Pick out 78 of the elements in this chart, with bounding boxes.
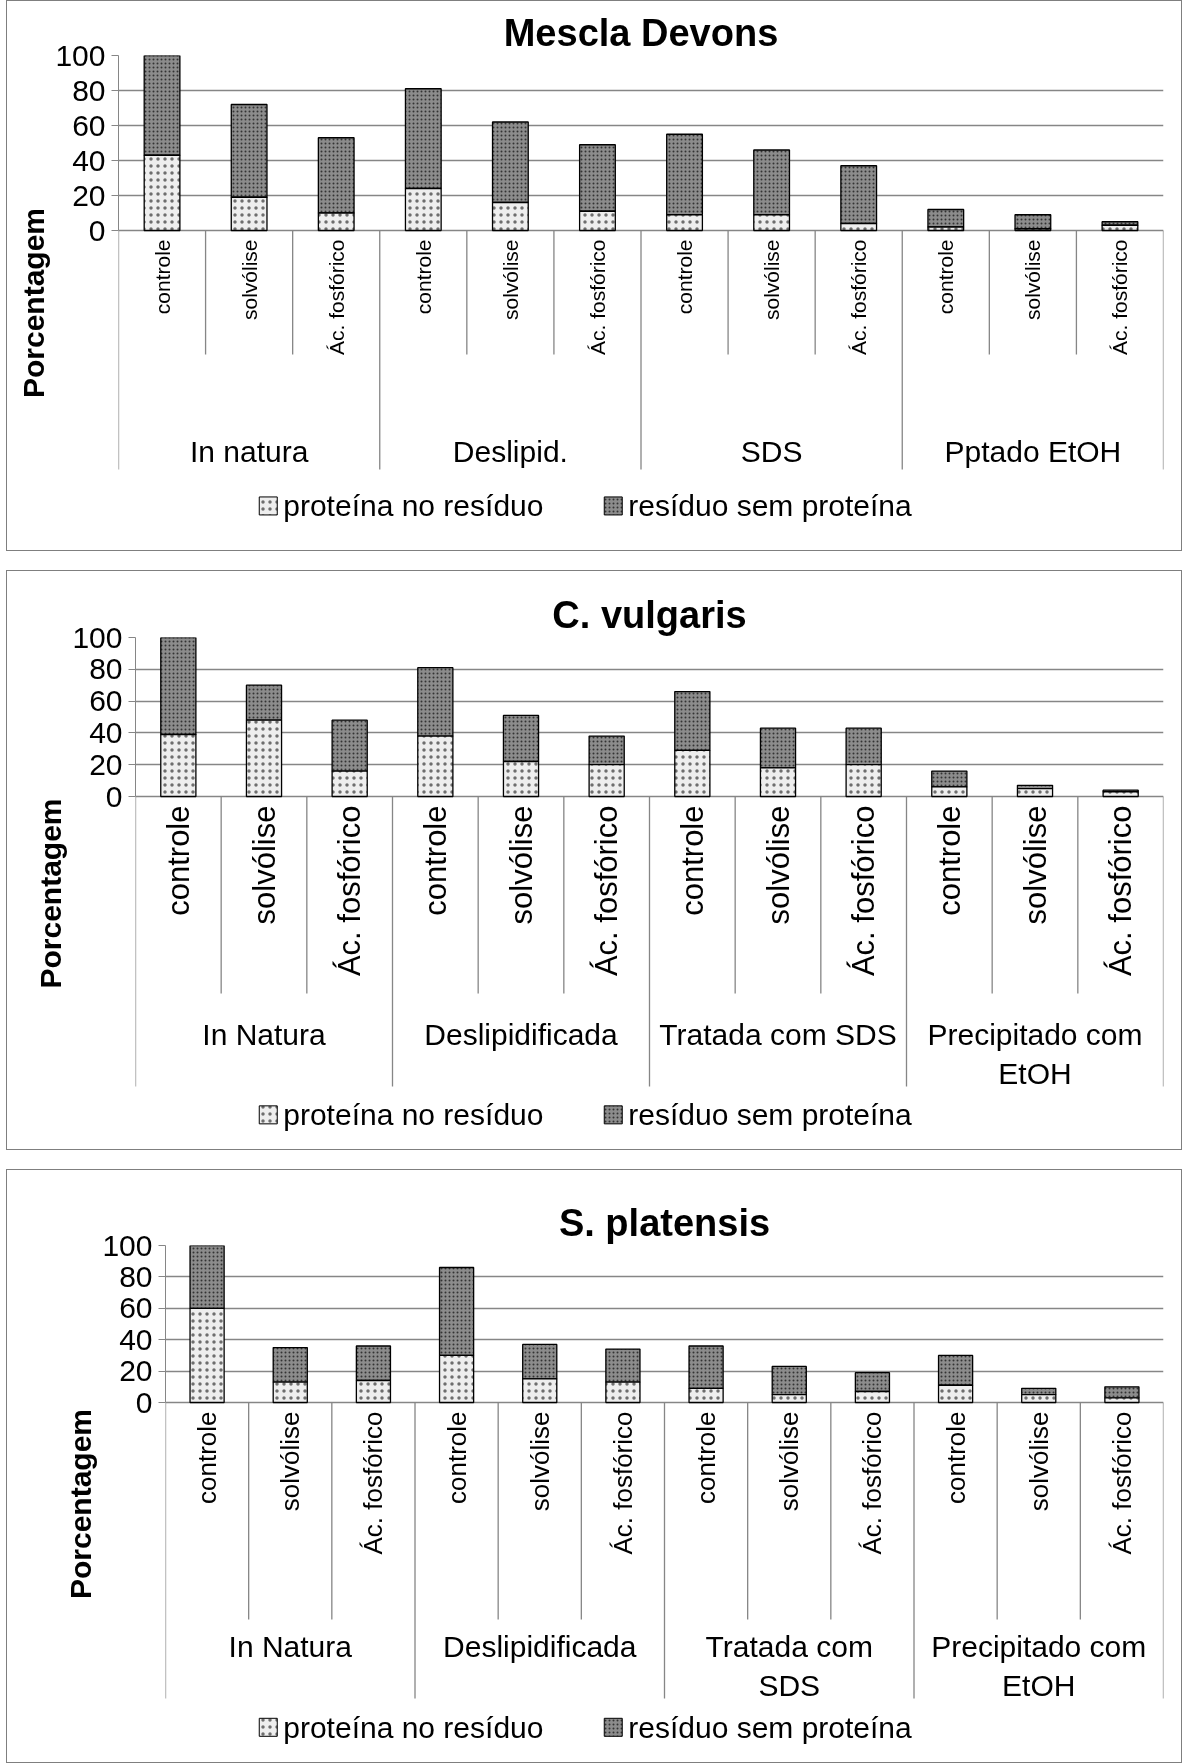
- x-tick-label: Ác. fosfórico: [857, 1411, 888, 1555]
- y-tick-label: 80: [72, 73, 106, 107]
- text: Precipitado com EtOH: [931, 1629, 1147, 1703]
- y-axis-title: Porcentagem: [16, 207, 50, 399]
- y-tick-label: 80: [89, 652, 123, 686]
- x-tick-label: controle: [417, 805, 453, 916]
- chart-title: Mescla Devons: [503, 11, 779, 54]
- y-tick-label: 100: [102, 1228, 153, 1262]
- text: SDS: [740, 434, 803, 468]
- x-tick-label: Ác. fosfórico: [607, 1411, 638, 1555]
- text: In natura: [189, 434, 309, 468]
- y-tick-label: 100: [55, 38, 106, 72]
- y-tick-label: 20: [72, 178, 106, 212]
- x-tick-label: controle: [691, 1411, 722, 1504]
- x-tick-label: solvólise: [774, 1411, 805, 1512]
- x-tick-label: solvólise: [503, 805, 539, 925]
- y-tick-label: 40: [119, 1322, 153, 1356]
- x-tick-label: Ác. fosfórico: [1108, 239, 1132, 356]
- x-tick-label: Ác. fosfórico: [1103, 805, 1139, 977]
- x-tick-label: Ác. fosfórico: [332, 805, 368, 977]
- y-tick-label: 20: [119, 1354, 153, 1388]
- x-tick-label: controle: [150, 239, 174, 315]
- x-tick-label: Ác. fosfórico: [847, 239, 871, 356]
- x-tick-label: controle: [940, 1411, 971, 1504]
- x-tick-label: Ác. fosfórico: [324, 239, 348, 356]
- y-tick-label: 0: [88, 213, 106, 247]
- y-tick-label: 40: [89, 715, 123, 749]
- x-tick-label: solvólise: [1023, 1411, 1054, 1512]
- y-tick-label: 60: [72, 108, 106, 142]
- chart-title: S. platensis: [558, 1201, 771, 1244]
- text: Deslipid.: [452, 434, 568, 468]
- legend-label: resíduo sem proteína: [628, 1710, 913, 1744]
- y-tick-label: 60: [89, 684, 123, 718]
- y-tick-label: 0: [105, 779, 123, 813]
- legend-label: proteína no resíduo: [283, 1098, 544, 1132]
- y-tick-label: 100: [72, 620, 123, 654]
- y-axis-title: Porcentagem: [33, 798, 67, 989]
- x-tick-label: solvólise: [498, 239, 522, 321]
- y-tick-label: 40: [72, 143, 106, 177]
- y-axis-title: Porcentagem: [63, 1408, 97, 1600]
- x-tick-label: controle: [673, 239, 697, 315]
- x-tick-label: controle: [192, 1411, 223, 1504]
- chart-title: C. vulgaris: [552, 593, 747, 636]
- x-tick-label: controle: [674, 805, 710, 916]
- x-tick-label: solvólise: [760, 805, 796, 925]
- x-tick-label: controle: [931, 805, 967, 916]
- x-tick-label: controle: [160, 805, 196, 916]
- x-tick-label: Ác. fosfórico: [846, 805, 882, 977]
- x-tick-label: Ác. fosfórico: [585, 239, 609, 356]
- x-tick-label: controle: [934, 239, 958, 315]
- x-tick-label: solvólise: [246, 805, 282, 925]
- legend-label: resíduo sem proteína: [628, 489, 913, 523]
- text: Deslipidificada: [424, 1017, 619, 1051]
- legend-label: proteína no resíduo: [283, 489, 544, 523]
- x-tick-label: solvólise: [760, 239, 784, 321]
- x-tick-label: Ác. fosfórico: [358, 1411, 389, 1555]
- text: Precipitado com EtOH: [927, 1017, 1143, 1091]
- text: Tratada com SDS: [705, 1629, 873, 1703]
- y-tick-label: 80: [119, 1259, 153, 1293]
- x-tick-label: controle: [441, 1411, 472, 1504]
- x-tick-label: controle: [411, 239, 435, 315]
- text: In Natura: [202, 1017, 327, 1051]
- x-tick-label: solvólise: [1021, 239, 1045, 321]
- x-tick-label: solvólise: [275, 1411, 306, 1512]
- x-tick-label: solvólise: [1017, 805, 1053, 925]
- legend-label: resíduo sem proteína: [628, 1098, 913, 1132]
- x-tick-label: solvólise: [524, 1411, 555, 1512]
- y-tick-label: 20: [89, 747, 123, 781]
- x-tick-label: Ác. fosfórico: [589, 805, 625, 977]
- text: Tratada com SDS: [659, 1017, 897, 1051]
- text: In Natura: [228, 1629, 353, 1663]
- text: Deslipidificada: [443, 1629, 637, 1663]
- legend-label: proteína no resíduo: [283, 1710, 544, 1744]
- text: Pptado EtOH: [944, 434, 1122, 468]
- x-tick-label: Ác. fosfórico: [1106, 1411, 1137, 1555]
- y-tick-label: 0: [135, 1385, 153, 1419]
- x-tick-label: solvólise: [237, 239, 261, 321]
- y-tick-label: 60: [119, 1291, 153, 1325]
